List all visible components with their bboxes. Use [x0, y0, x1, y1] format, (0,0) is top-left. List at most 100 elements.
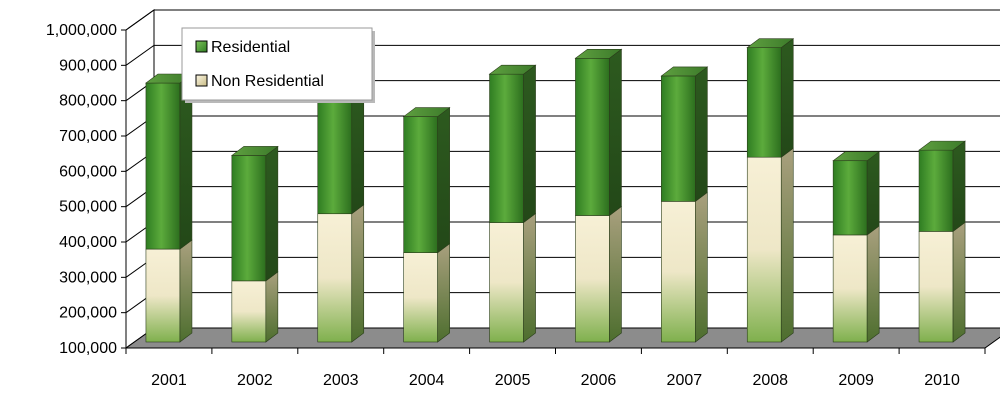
y-tick-label: 500,000	[59, 199, 117, 216]
legend-box	[181, 27, 373, 101]
bar-residential-side	[695, 66, 708, 202]
bar-residential-front	[661, 75, 696, 202]
bar-residential	[574, 48, 623, 217]
y-tick-label: 700,000	[59, 128, 117, 145]
bar-residential-top	[230, 146, 279, 156]
x-tick-label: 2010	[924, 372, 960, 389]
gridline	[125, 44, 1000, 66]
bar-non-residential-side	[437, 243, 450, 343]
bar-residential-front	[746, 47, 782, 158]
bar-residential-front	[145, 82, 181, 250]
bar-non-residential-side	[179, 239, 193, 343]
y-tick-label: 1,000,000	[46, 22, 117, 39]
y-tick-label: 100,000	[59, 340, 117, 357]
bar-residential-top	[574, 48, 623, 59]
x-tick-label: 2008	[752, 372, 788, 389]
bar-non-residential-front	[661, 201, 696, 343]
bar-residential-top	[402, 107, 451, 117]
bar-residential	[918, 140, 966, 232]
y-axis: 100,000 200,000 300,000 400,000 500,000 600,0…	[46, 22, 127, 357]
bar-residential-side	[780, 38, 794, 158]
bar-residential	[230, 145, 279, 282]
x-tick-label: 2001	[151, 372, 187, 389]
bar-residential	[660, 66, 709, 202]
bar-non-residential-front	[832, 234, 868, 343]
bars	[145, 38, 966, 343]
x-tick-label: 2007	[667, 372, 703, 389]
bar-residential	[316, 76, 365, 215]
bar-residential	[746, 38, 795, 158]
bar-residential-front	[918, 149, 954, 232]
bar-non-residential-side	[351, 204, 365, 343]
bar-residential-top	[746, 38, 795, 48]
y-tick-label: 900,000	[59, 57, 117, 74]
bar-residential-side	[265, 145, 279, 282]
x-tick-label: 2004	[409, 372, 445, 389]
legend-swatch	[195, 40, 208, 53]
bar-non-residential-front	[746, 156, 782, 343]
bar-non-residential-side	[780, 147, 794, 343]
x-axis: 2001 2002 2003 2004 2005 2006 2007 2008 2009 2010	[125, 347, 986, 389]
bar-non-residential-front	[317, 213, 353, 343]
bar-residential-top	[660, 66, 709, 77]
bar-residential-top	[918, 140, 966, 151]
bar-residential-top	[488, 64, 537, 75]
gridline	[125, 9, 1000, 31]
bar-non-residential	[746, 147, 794, 343]
bar-non-residential	[317, 204, 365, 343]
bar-non-residential-front	[489, 222, 524, 343]
bar-residential-front	[832, 160, 868, 236]
bar-non-residential-front	[145, 248, 181, 343]
bar-residential-top	[832, 151, 881, 162]
y-tick-label: 200,000	[59, 305, 117, 322]
x-tick-label: 2003	[323, 372, 359, 389]
bar-non-residential	[489, 212, 536, 343]
legend: Residential Non Residential	[181, 27, 375, 103]
legend-label: Residential	[211, 39, 290, 56]
bar-non-residential-front	[403, 252, 438, 343]
legend-swatch	[195, 74, 208, 87]
bar-non-residential	[661, 191, 708, 343]
bar-non-residential	[575, 205, 622, 343]
y-tick-label: 800,000	[59, 93, 117, 110]
bar-residential-front	[575, 57, 610, 216]
bar-residential-side	[609, 48, 622, 217]
bar-residential	[832, 151, 881, 236]
y-tick-label: 400,000	[59, 234, 117, 251]
bar-non-residential-side	[265, 271, 279, 343]
bar-non-residential-side	[952, 221, 966, 343]
bar-non-residential-front	[231, 280, 267, 343]
bar-non-residential	[145, 239, 193, 343]
bar-residential-side	[437, 106, 450, 254]
bar-non-residential-side	[609, 205, 622, 343]
bar-residential	[402, 106, 451, 254]
bar-non-residential-front	[575, 215, 610, 343]
bar-residential-front	[231, 155, 267, 282]
bar-residential	[488, 64, 537, 224]
bar-residential-side	[952, 140, 966, 232]
y-tick-label: 300,000	[59, 269, 117, 286]
x-tick-label: 2002	[237, 372, 273, 389]
bar-non-residential-side	[866, 225, 880, 343]
gridline	[125, 115, 1000, 137]
y-tick-label: 600,000	[59, 163, 117, 180]
bar-residential-front	[317, 86, 353, 215]
bar-non-residential-side	[523, 212, 536, 343]
bar-residential	[145, 73, 193, 250]
legend-label: Non Residential	[211, 73, 324, 90]
x-tick-label: 2005	[495, 372, 531, 389]
x-tick-label: 2009	[838, 372, 874, 389]
bar-non-residential	[403, 243, 450, 343]
bar-residential-side	[866, 151, 880, 236]
bar-non-residential-side	[695, 191, 708, 343]
bar-residential-front	[403, 116, 438, 253]
x-tick-label: 2006	[581, 372, 617, 389]
bar-residential-side	[523, 64, 536, 224]
bar-non-residential	[918, 221, 966, 343]
bar-non-residential	[231, 271, 279, 343]
bar-residential-front	[489, 73, 524, 223]
bar-non-residential	[832, 225, 880, 343]
bar-non-residential-front	[918, 231, 954, 343]
